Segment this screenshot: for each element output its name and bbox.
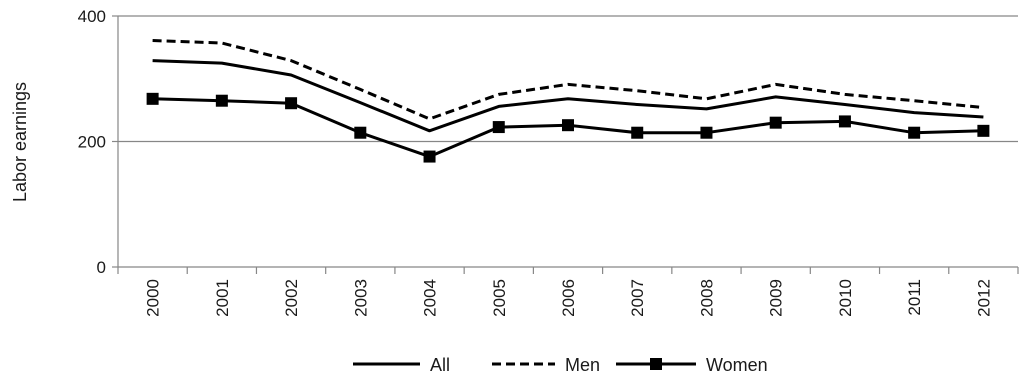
data-point: [908, 126, 921, 139]
legend-label: All: [430, 355, 450, 375]
legend-item-women: Women: [616, 355, 768, 375]
series-line: [152, 59, 984, 133]
legend: All Men Women: [353, 355, 768, 375]
data-point: [838, 115, 851, 128]
y-tick-label: 400: [78, 7, 106, 26]
data-point: [631, 126, 644, 139]
series-all: [152, 59, 984, 133]
x-tick-label: 2008: [697, 279, 716, 317]
series-lines: [146, 39, 990, 163]
x-tick-label: 2003: [351, 279, 370, 317]
x-tick-label: 2004: [421, 279, 440, 317]
series-women: [146, 92, 990, 163]
x-tick-label: 2010: [836, 279, 855, 317]
x-tick-labels: 2000 2001 2002 2003 2004 2005 2006 2007 2008 2009…: [144, 279, 994, 317]
series-line: [152, 39, 984, 121]
legend-item-men: Men: [492, 355, 600, 375]
legend-label: Men: [565, 355, 600, 375]
data-point: [562, 119, 574, 132]
data-point: [285, 97, 298, 110]
data-point: [423, 150, 436, 163]
gridlines: [118, 15, 1018, 143]
x-tick-label: 2011: [905, 279, 924, 316]
x-tick-label: 2009: [767, 279, 786, 317]
x-tick-label: 2006: [559, 279, 578, 317]
y-axis-title: Labor earnings: [10, 82, 30, 202]
data-point: [700, 126, 713, 139]
x-tick-label: 2005: [490, 279, 509, 317]
data-point: [977, 124, 990, 137]
x-tick-label: 2001: [213, 279, 232, 317]
series-men: [152, 39, 984, 121]
y-tick-labels: 0 200 400: [78, 7, 106, 277]
x-tick-label: 2002: [282, 279, 301, 317]
data-point: [492, 121, 505, 134]
data-point: [146, 92, 159, 105]
legend-item-all: All: [353, 355, 450, 375]
y-tick-label: 0: [97, 258, 106, 277]
data-point: [769, 116, 782, 129]
axes: [112, 15, 1019, 274]
data-point: [354, 126, 367, 139]
x-tick-label: 2012: [974, 279, 993, 317]
x-tick-label: 2007: [628, 279, 647, 317]
legend-marker: [650, 358, 662, 370]
legend-label: Women: [706, 355, 768, 375]
y-tick-label: 200: [78, 133, 106, 152]
x-tick-label: 2000: [144, 279, 163, 317]
data-point: [215, 94, 228, 107]
